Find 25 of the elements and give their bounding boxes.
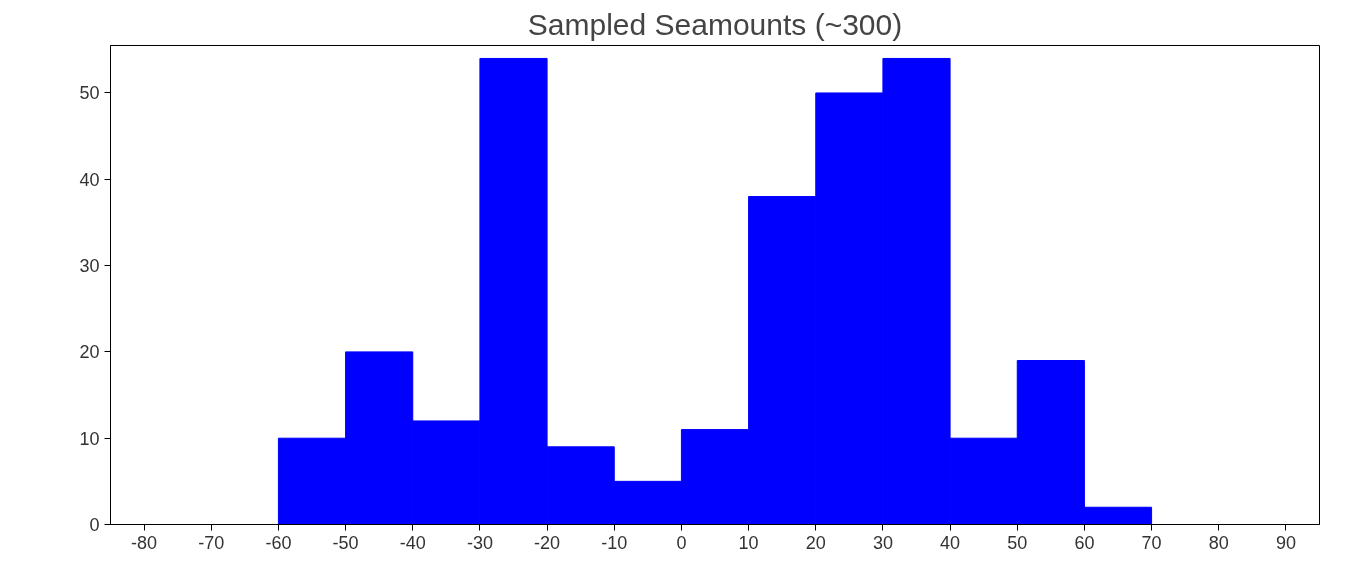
x-tick-label: -60 bbox=[265, 532, 292, 553]
x-tick-label: 90 bbox=[1275, 532, 1296, 553]
y-tick-label: 30 bbox=[79, 256, 100, 277]
x-tick-label: -40 bbox=[399, 532, 426, 553]
x-tick-label: -20 bbox=[534, 532, 561, 553]
x-tick-label: 30 bbox=[872, 532, 893, 553]
y-tick-label: 0 bbox=[89, 515, 100, 535]
y-tick-label: 10 bbox=[79, 428, 100, 449]
y-tick-label: 20 bbox=[79, 342, 100, 363]
chart-title: Sampled Seamounts (~300) bbox=[527, 7, 903, 41]
x-tick-label: 10 bbox=[738, 532, 759, 553]
x-tick-label: 20 bbox=[805, 532, 826, 553]
x-tick-label: 70 bbox=[1141, 532, 1162, 553]
x-tick-label: 60 bbox=[1074, 532, 1095, 553]
x-tick-label: 0 bbox=[676, 532, 687, 553]
x-tick-label: 40 bbox=[940, 532, 961, 553]
x-tick-label: -50 bbox=[332, 532, 359, 553]
x-tick-label: -70 bbox=[198, 532, 225, 553]
y-tick-label: 50 bbox=[79, 83, 100, 104]
x-tick-label: -30 bbox=[466, 532, 493, 553]
x-tick-label: -80 bbox=[131, 532, 158, 553]
y-tick-label: 40 bbox=[79, 169, 100, 190]
x-tick-label: -10 bbox=[601, 532, 628, 553]
x-tick-label: 80 bbox=[1208, 532, 1229, 553]
x-tick-label: 50 bbox=[1007, 532, 1028, 553]
